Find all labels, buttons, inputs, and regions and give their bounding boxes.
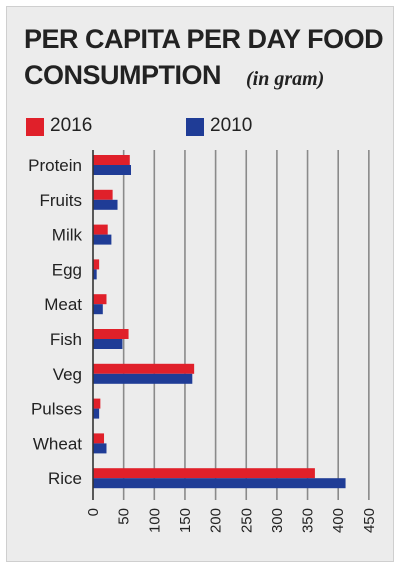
bar-2010 [93, 269, 97, 280]
bar-2010 [93, 199, 118, 210]
bar-2010 [93, 443, 107, 454]
x-tick-label: 450 [361, 508, 378, 533]
category-label: Wheat [33, 434, 82, 453]
x-tick-label: 150 [177, 508, 194, 533]
bar-2016 [93, 155, 130, 165]
unit-label: (in gram) [246, 68, 325, 90]
legend-swatch-2010 [186, 118, 204, 136]
x-tick-label: 350 [300, 508, 317, 533]
bar-2010 [93, 478, 346, 489]
x-tick-label: 200 [208, 508, 225, 533]
bar-2010 [93, 408, 100, 419]
category-label: Rice [48, 469, 82, 488]
legend-label-2016: 2016 [50, 115, 93, 136]
chart-title-line2: CONSUMPTION [24, 60, 222, 90]
x-tick-label: 50 [116, 508, 133, 525]
category-label: Milk [52, 226, 83, 245]
legend-label-2010: 2010 [210, 115, 253, 136]
category-label: Fish [50, 330, 82, 349]
category-label: Pulses [31, 400, 82, 419]
bar-2016 [93, 294, 107, 305]
bar-2016 [93, 398, 101, 409]
chart-title-line1: PER CAPITA PER DAY FOOD [24, 24, 384, 54]
bar-2010 [93, 165, 132, 175]
x-tick-label: 300 [269, 508, 286, 533]
bar-2010 [93, 234, 112, 245]
bar-2016 [93, 189, 113, 200]
legend-swatch-2016 [26, 118, 44, 136]
x-tick-label: 0 [85, 508, 102, 516]
bar-2016 [93, 433, 105, 444]
category-label: Protein [28, 156, 82, 175]
category-label: Veg [53, 365, 82, 384]
bar-2016 [93, 259, 100, 270]
bar-2010 [93, 373, 193, 384]
bar-2016 [93, 224, 108, 235]
bar-2010 [93, 339, 123, 349]
category-label: Egg [52, 260, 82, 279]
x-tick-label: 250 [238, 508, 255, 533]
bar-2016 [93, 329, 129, 339]
bar-2016 [93, 363, 195, 374]
category-label: Fruits [40, 191, 83, 210]
x-tick-label: 100 [146, 508, 163, 533]
bar-2010 [93, 304, 103, 315]
x-tick-label: 400 [330, 508, 347, 533]
bar-2016 [93, 468, 315, 479]
category-label: Meat [44, 295, 82, 314]
